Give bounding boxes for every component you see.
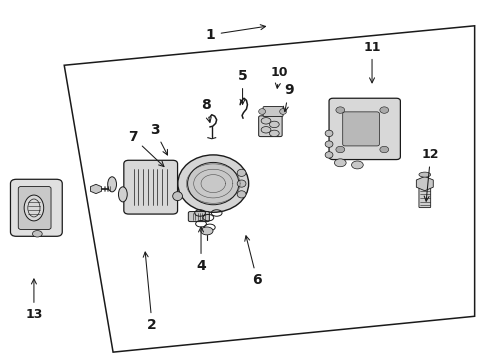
Ellipse shape (334, 159, 346, 167)
Ellipse shape (261, 127, 271, 133)
Text: 4: 4 (196, 227, 206, 273)
Ellipse shape (380, 146, 389, 153)
FancyBboxPatch shape (188, 212, 209, 222)
Text: 9: 9 (283, 84, 294, 112)
Ellipse shape (270, 121, 279, 128)
Ellipse shape (237, 169, 246, 176)
Ellipse shape (261, 118, 271, 124)
Text: 3: 3 (150, 123, 168, 155)
FancyBboxPatch shape (124, 160, 177, 214)
Ellipse shape (32, 230, 42, 237)
Ellipse shape (325, 141, 333, 147)
Ellipse shape (336, 107, 344, 113)
Text: 1: 1 (206, 25, 266, 42)
Ellipse shape (188, 162, 239, 205)
Ellipse shape (237, 180, 246, 187)
FancyBboxPatch shape (259, 116, 282, 136)
Ellipse shape (336, 146, 344, 153)
Ellipse shape (270, 130, 279, 136)
Ellipse shape (380, 107, 389, 113)
FancyBboxPatch shape (343, 112, 379, 146)
Ellipse shape (280, 109, 287, 114)
Ellipse shape (172, 192, 182, 201)
Ellipse shape (24, 195, 44, 221)
Text: 6: 6 (245, 236, 262, 287)
FancyBboxPatch shape (329, 98, 400, 159)
Text: 2: 2 (143, 252, 157, 332)
FancyBboxPatch shape (263, 107, 283, 117)
Ellipse shape (237, 191, 246, 198)
Ellipse shape (119, 187, 127, 202)
Text: 12: 12 (422, 148, 440, 201)
Text: 5: 5 (238, 69, 247, 104)
Ellipse shape (201, 227, 213, 235)
Text: 8: 8 (201, 98, 211, 122)
Text: 7: 7 (128, 130, 164, 167)
Text: 11: 11 (363, 41, 381, 83)
FancyBboxPatch shape (419, 183, 431, 208)
Ellipse shape (351, 161, 363, 169)
Text: 10: 10 (270, 66, 288, 88)
FancyBboxPatch shape (10, 179, 62, 236)
Text: 13: 13 (25, 279, 43, 321)
FancyBboxPatch shape (18, 186, 51, 229)
Ellipse shape (259, 109, 266, 114)
Ellipse shape (178, 155, 248, 212)
Ellipse shape (325, 152, 333, 158)
Ellipse shape (325, 130, 333, 136)
Ellipse shape (419, 172, 431, 177)
Ellipse shape (108, 177, 117, 192)
